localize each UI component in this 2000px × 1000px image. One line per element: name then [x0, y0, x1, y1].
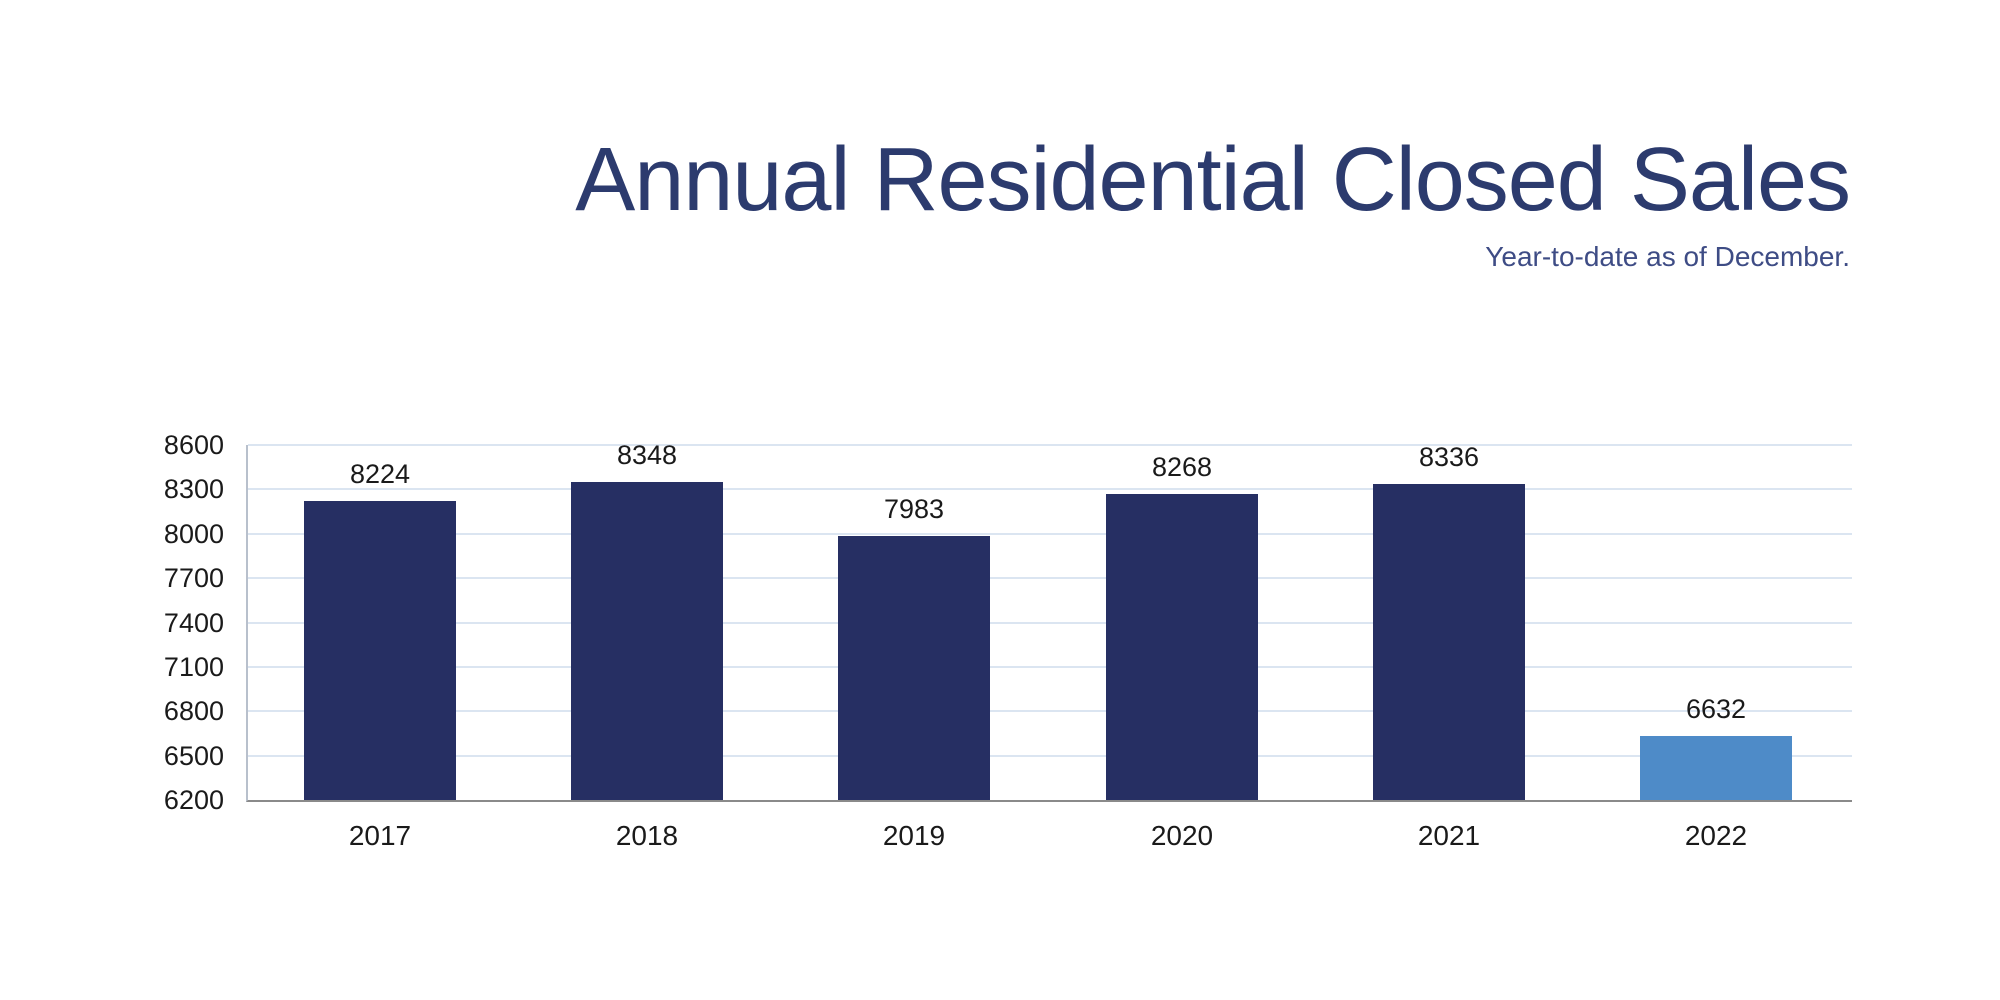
y-axis-tick-label: 8300	[163, 474, 224, 505]
bar-value-label: 8348	[616, 440, 678, 471]
gridline	[248, 754, 1852, 757]
bar-value-label: 8224	[349, 458, 411, 489]
bar-value-label: 6632	[1685, 694, 1747, 725]
bar-value-label: 8336	[1418, 442, 1480, 473]
y-axis-tick-label: 7400	[163, 607, 224, 638]
x-axis-tick-label: 2018	[615, 820, 679, 851]
bar-2017	[304, 500, 456, 800]
bar-2020	[1106, 494, 1258, 800]
bar-2022	[1640, 736, 1792, 800]
gridline	[248, 665, 1852, 668]
y-axis-tick-label: 7700	[163, 563, 224, 594]
y-axis-tick-label: 6200	[163, 785, 224, 815]
y-axis-tick-label: 7100	[163, 651, 224, 682]
y-axis-tick-label: 6800	[163, 696, 224, 727]
x-axis-tick-label: 2020	[1150, 820, 1214, 851]
y-axis-tick-label: 8000	[163, 518, 224, 549]
chart-subtitle: Year-to-date as of December.	[1485, 241, 1850, 272]
gridline	[248, 488, 1852, 491]
gridline	[248, 621, 1852, 624]
x-axis-tick-label: 2022	[1684, 820, 1748, 851]
gridline	[248, 532, 1852, 535]
plot-area	[246, 444, 1852, 802]
x-axis-tick-label: 2017	[348, 820, 412, 851]
gridline	[248, 710, 1852, 713]
x-axis-tick-label: 2019	[882, 820, 946, 851]
chart-header: Annual Residential Closed Sales Year-to-…	[575, 130, 1851, 272]
y-axis-tick-label: 8600	[163, 430, 224, 460]
bar-value-label: 8268	[1151, 452, 1213, 483]
x-axis-tick-label: 2021	[1417, 820, 1481, 851]
bar-2019	[838, 536, 990, 800]
gridline	[248, 577, 1852, 580]
bar-2018	[571, 482, 723, 800]
bar-value-label: 7983	[883, 494, 945, 525]
y-axis-tick-label: 6500	[163, 740, 224, 771]
bar-2021	[1373, 484, 1525, 800]
gridline	[248, 444, 1852, 446]
chart-title: Annual Residential Closed Sales	[575, 130, 1851, 230]
